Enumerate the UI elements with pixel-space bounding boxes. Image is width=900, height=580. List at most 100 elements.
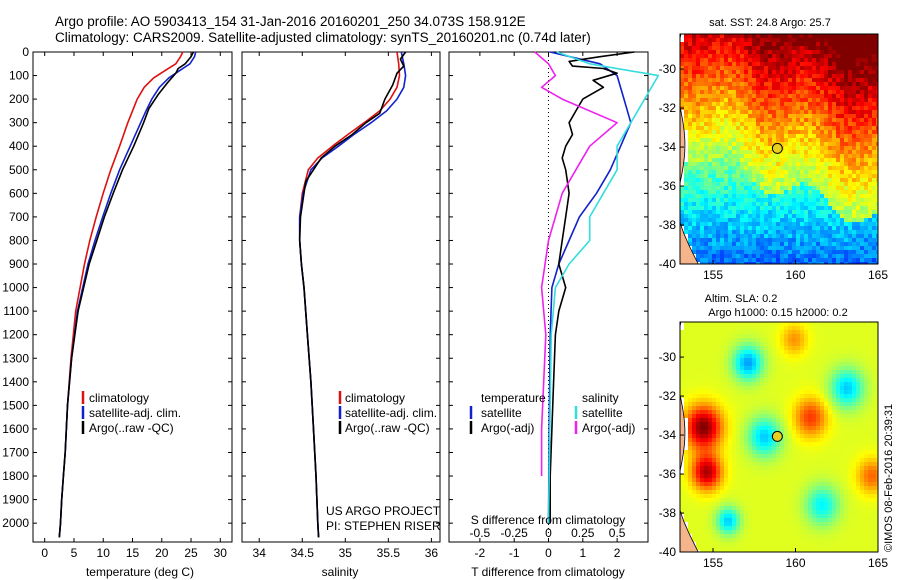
- sst-cell: [864, 174, 868, 178]
- sst-cell: [772, 50, 776, 54]
- sla-cell: [768, 470, 772, 474]
- sst-cell: [808, 138, 812, 142]
- sst-cell: [804, 106, 808, 110]
- sst-cell: [856, 230, 860, 234]
- sst-cell: [796, 122, 800, 126]
- sla-cell: [688, 394, 692, 398]
- sst-cell: [840, 118, 844, 122]
- sst-cell: [876, 54, 878, 58]
- sla-cell: [832, 470, 836, 474]
- sst-cell: [800, 150, 804, 154]
- sst-cell: [692, 46, 696, 50]
- sla-cell: [828, 414, 832, 418]
- sst-cell: [744, 170, 748, 174]
- sla-cell: [744, 422, 748, 426]
- sst-cell: [784, 214, 788, 218]
- sst-cell: [796, 34, 800, 38]
- sst-cell: [844, 134, 848, 138]
- sst-cell: [700, 226, 704, 230]
- sst-cell: [772, 42, 776, 46]
- sst-cell: [700, 98, 704, 102]
- sst-cell: [792, 210, 796, 214]
- sst-cell: [836, 38, 840, 42]
- sla-cell: [732, 406, 736, 410]
- sla-cell: [680, 338, 684, 342]
- sla-cell: [716, 442, 720, 446]
- sst-cell: [684, 230, 688, 234]
- sst-cell: [736, 138, 740, 142]
- sla-cell: [768, 346, 772, 350]
- sst-cell: [804, 86, 808, 90]
- sst-cell: [788, 250, 792, 254]
- sst-cell: [760, 234, 764, 238]
- sla-cell: [724, 418, 728, 422]
- sla-cell: [764, 370, 768, 374]
- sst-cell: [784, 58, 788, 62]
- sla-cell: [768, 394, 772, 398]
- sla-cell: [808, 390, 812, 394]
- sst-cell: [840, 178, 844, 182]
- sst-cell: [840, 182, 844, 186]
- sst-cell: [708, 182, 712, 186]
- lon-tick-label: 155: [703, 268, 723, 282]
- sst-cell: [796, 134, 800, 138]
- salinity-plot: 34 34.5 35 35.5 36: [253, 51, 438, 560]
- sla-cell: [824, 334, 828, 338]
- sst-cell: [744, 238, 748, 242]
- sst-cell: [704, 202, 708, 206]
- sst-cell: [752, 66, 756, 70]
- sla-cell: [852, 442, 856, 446]
- sst-cell: [724, 90, 728, 94]
- sla-cell: [724, 410, 728, 414]
- sla-cell: [760, 426, 764, 430]
- sla-cell: [812, 406, 816, 410]
- sst-cell: [784, 90, 788, 94]
- sla-cell: [688, 342, 692, 346]
- sla-cell: [788, 426, 792, 430]
- sla-cell: [760, 354, 764, 358]
- sst-cell: [712, 118, 716, 122]
- sst-cell: [736, 238, 740, 242]
- sst-cell: [780, 242, 784, 246]
- sst-cell: [724, 218, 728, 222]
- sst-cell: [852, 118, 856, 122]
- sla-cell: [752, 414, 756, 418]
- sst-cell: [780, 170, 784, 174]
- sst-cell: [832, 34, 836, 38]
- sst-cell: [712, 82, 716, 86]
- sst-cell: [764, 90, 768, 94]
- sst-cell: [708, 106, 712, 110]
- series-line-argo-raw-qc-: [58, 51, 195, 538]
- sla-cell: [868, 446, 872, 450]
- sla-cell: [820, 422, 824, 426]
- sla-cell: [844, 458, 848, 462]
- sla-cell: [700, 442, 704, 446]
- sst-cell: [828, 202, 832, 206]
- sst-cell: [700, 114, 704, 118]
- sst-cell: [696, 106, 700, 110]
- sla-cell: [692, 378, 696, 382]
- sst-cell: [848, 210, 852, 214]
- sst-cell: [772, 130, 776, 134]
- sst-cell: [736, 130, 740, 134]
- sst-cell: [796, 190, 800, 194]
- sla-cell: [716, 434, 720, 438]
- sla-cell: [840, 446, 844, 450]
- sst-cell: [808, 82, 812, 86]
- sst-cell: [828, 102, 832, 106]
- sst-cell: [744, 146, 748, 150]
- sla-cell: [692, 366, 696, 370]
- sla-cell: [700, 386, 704, 390]
- sst-cell: [700, 170, 704, 174]
- sla-cell: [684, 358, 688, 362]
- sst-cell: [700, 110, 704, 114]
- sst-cell: [784, 206, 788, 210]
- sst-cell: [868, 258, 872, 262]
- sst-cell: [780, 174, 784, 178]
- sst-cell: [816, 190, 820, 194]
- sst-cell: [816, 146, 820, 150]
- sst-cell: [700, 82, 704, 86]
- sst-cell: [816, 142, 820, 146]
- sla-cell: [824, 426, 828, 430]
- sla-cell: [784, 442, 788, 446]
